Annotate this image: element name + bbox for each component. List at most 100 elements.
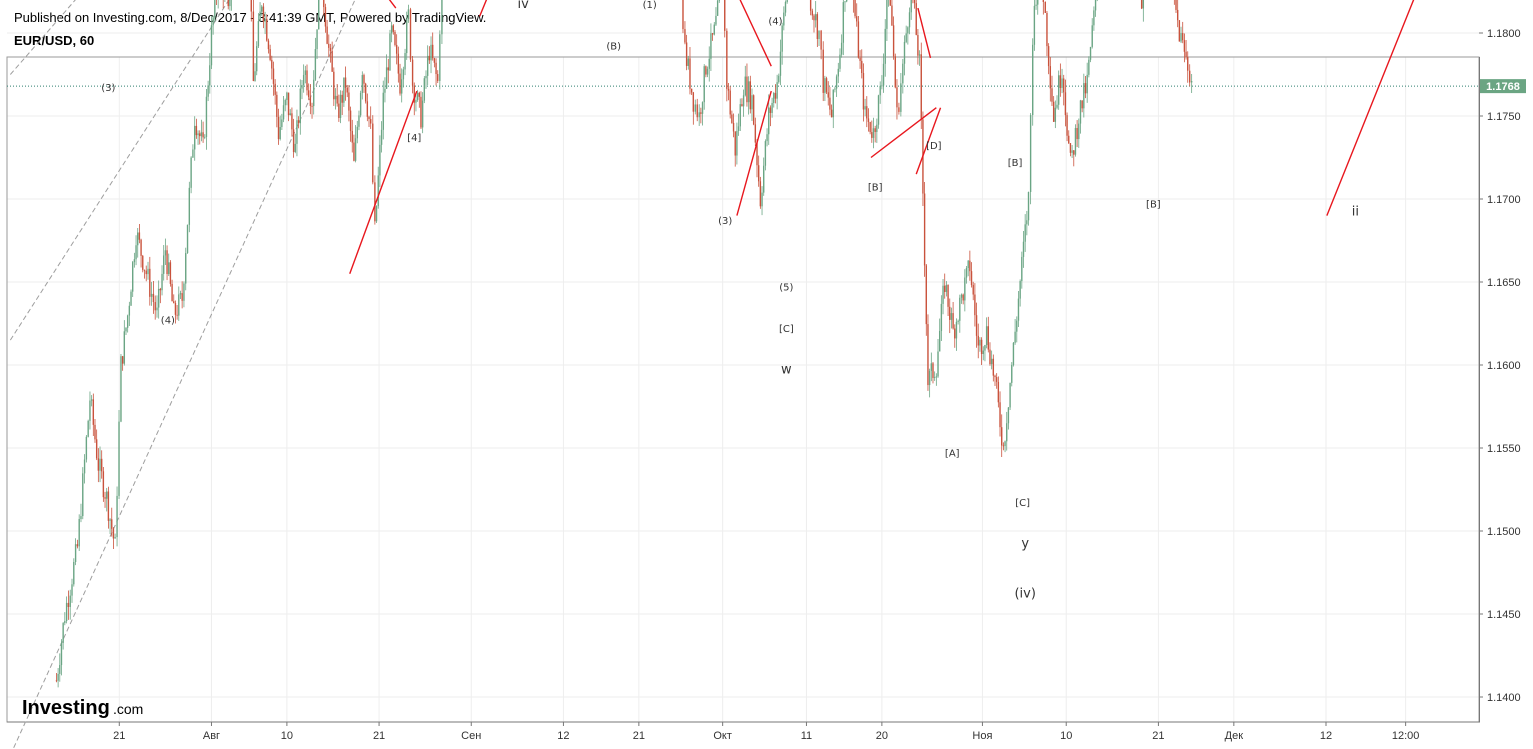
candle: [1009, 382, 1011, 410]
candle: [990, 350, 993, 370]
candle: [930, 352, 933, 382]
candle-body: [684, 29, 686, 43]
candle-body: [173, 301, 175, 303]
candle-body: [363, 75, 365, 84]
candle: [1183, 33, 1186, 63]
candle: [764, 139, 767, 171]
wave-label: [B]: [868, 183, 883, 194]
candle-body: [307, 90, 310, 97]
candle-body: [441, 0, 443, 35]
candle-body: [323, 0, 325, 8]
candle: [344, 66, 347, 101]
candle: [104, 491, 106, 508]
candle: [696, 98, 698, 122]
candle: [90, 395, 93, 407]
candle: [771, 97, 773, 118]
candle-body: [1142, 0, 1145, 9]
candle-body: [783, 12, 785, 26]
candle-body: [1009, 382, 1011, 408]
candle-body: [1076, 128, 1078, 140]
candle-body: [729, 90, 731, 115]
candle-body: [907, 27, 909, 34]
candle: [1059, 63, 1062, 97]
candle-body: [302, 74, 305, 86]
candle-body: [1180, 33, 1182, 42]
candle: [147, 261, 149, 280]
candle-body: [69, 595, 71, 607]
candle: [854, 0, 856, 19]
candle-body: [786, 0, 788, 2]
candle-body: [774, 93, 777, 99]
candle: [813, 13, 815, 33]
candle: [195, 118, 198, 139]
candle: [945, 281, 948, 297]
candle-body: [1093, 10, 1095, 26]
candle: [301, 79, 303, 100]
candle-body: [716, 0, 719, 16]
candle: [157, 280, 160, 319]
candle-body: [711, 33, 714, 35]
candle: [708, 46, 710, 82]
candle-body: [1061, 78, 1063, 88]
wave-label: (5): [779, 282, 793, 293]
candle: [372, 115, 374, 185]
candle: [318, 0, 320, 30]
candle: [297, 116, 300, 129]
candle-body: [227, 0, 229, 7]
candle: [217, 0, 219, 9]
candle-body: [952, 313, 954, 329]
candle: [917, 28, 919, 65]
candle-body: [889, 0, 891, 6]
candle-body: [736, 130, 738, 156]
candle-body: [299, 88, 301, 124]
candle-body: [94, 424, 96, 440]
candle-body: [128, 305, 131, 316]
candle-body: [394, 31, 396, 45]
candle-body: [932, 363, 934, 378]
candle-body: [747, 81, 750, 103]
candle: [992, 354, 995, 382]
candle-body: [773, 93, 775, 103]
candle: [1187, 51, 1189, 83]
candle: [1033, 0, 1036, 51]
candle-body: [107, 491, 110, 521]
candle-body: [1026, 220, 1028, 225]
candle-body: [154, 302, 156, 311]
candle: [825, 76, 828, 95]
candle-body: [343, 77, 345, 103]
wave-label: [C]: [779, 324, 794, 335]
candle-body: [157, 288, 160, 308]
candle-body: [120, 356, 122, 422]
investing-logo[interactable]: Investing .com: [22, 697, 143, 719]
candle-body: [59, 665, 61, 674]
candle: [694, 99, 696, 115]
candle: [1142, 0, 1145, 22]
candle-body: [1083, 83, 1085, 109]
candle-body: [995, 377, 998, 382]
candle: [710, 23, 712, 71]
trend-line: [915, 107, 942, 175]
candle: [339, 90, 342, 124]
candle: [80, 503, 82, 523]
candle-body: [409, 9, 412, 60]
candle-body: [713, 24, 715, 35]
x-tick-label: 21: [633, 730, 645, 742]
candle: [700, 107, 702, 124]
candle-body: [418, 92, 420, 97]
candle: [1063, 74, 1065, 106]
candle-body: [731, 114, 733, 123]
candle: [426, 45, 429, 86]
trend-line: [870, 107, 937, 159]
candle-body: [741, 104, 743, 107]
candle-body: [989, 349, 991, 365]
candle: [837, 62, 839, 84]
candle: [1071, 144, 1073, 158]
candle-body: [737, 126, 740, 131]
candle: [942, 278, 944, 315]
candle: [876, 118, 878, 143]
candle: [1054, 100, 1057, 129]
candle: [839, 48, 841, 72]
candle: [997, 376, 1000, 408]
candle-body: [862, 72, 865, 110]
